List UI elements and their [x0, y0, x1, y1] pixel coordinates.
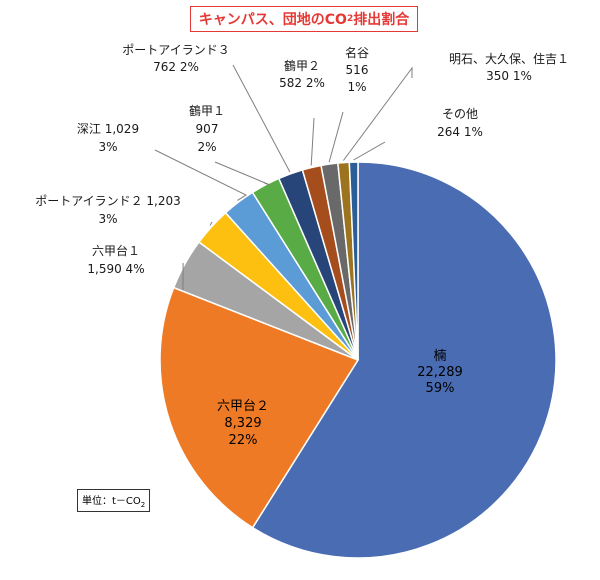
slice-label-8: 名谷 516 1%	[345, 45, 369, 94]
slice-label-4-line-1: 3%	[98, 140, 117, 154]
slice-label-8-line-2: 1%	[347, 80, 366, 94]
slice-label-10: その他 264 1%	[437, 107, 483, 139]
pie-slices	[159, 161, 557, 559]
slice-label-0-line-0: 楠	[433, 349, 446, 364]
leader-line-6	[232, 64, 291, 173]
slice-label-1-line-1: 8,329	[224, 416, 261, 431]
leader-line-9	[342, 66, 413, 161]
leader-line-4	[154, 149, 248, 201]
leader-line-10	[353, 141, 386, 161]
slice-label-9-line-0: 明石、大久保、住吉１	[449, 52, 569, 66]
slice-labels: 楠 22,289 59% 六甲台２ 8,329 22% 六甲台１ 1,590 4% ポートアイラ…	[35, 43, 569, 448]
slice-label-0-line-2: 59%	[426, 381, 455, 396]
unit-label-sub: 2	[140, 501, 146, 509]
pie-slice-1	[159, 286, 360, 529]
slice-label-2: 六甲台１ 1,590 4%	[87, 243, 144, 276]
slice-label-10-line-0: その他	[442, 107, 478, 121]
slice-label-7-line-1: 582 2%	[279, 76, 325, 90]
slice-label-2-line-1: 1,590 4%	[87, 262, 144, 276]
slice-label-9: 明石、大久保、住吉１ 350 1%	[449, 52, 569, 83]
slice-label-0-line-1: 22,289	[417, 365, 463, 380]
chart-title-post: 排出割合	[353, 12, 410, 28]
leader-lines	[154, 64, 413, 291]
slice-label-6-line-1: 762 2%	[153, 60, 199, 74]
leader-line-7	[310, 117, 315, 166]
slice-label-10-line-1: 264 1%	[437, 125, 483, 139]
slice-label-3: ポートアイランド２ 1,203 3%	[35, 194, 181, 226]
leader-line-8	[328, 111, 344, 163]
slice-label-3-line-0: ポートアイランド２ 1,203	[35, 194, 181, 208]
slice-label-0: 楠 22,289 59%	[417, 349, 463, 396]
slice-label-5-line-2: 2%	[197, 140, 216, 154]
slice-label-4: 深江 1,029 3%	[77, 122, 139, 154]
slice-label-8-line-0: 名谷	[345, 45, 369, 60]
slice-label-5: 鶴甲１ 907 2%	[189, 103, 225, 154]
slice-label-2-line-0: 六甲台１	[92, 243, 140, 258]
chart-title-pre: キャンパス、団地のCO	[198, 12, 347, 28]
slice-label-9-line-1: 350 1%	[486, 69, 532, 83]
slice-label-6-line-0: ポートアイランド３	[122, 43, 229, 57]
chart-title: キャンパス、団地のCO 2 排出割合	[190, 6, 418, 32]
pie-slice-10	[348, 161, 359, 361]
chart-title-sub: 2	[346, 14, 354, 24]
slice-label-5-line-1: 907	[196, 122, 219, 136]
slice-label-1-line-0: 六甲台２	[217, 399, 269, 414]
slice-label-5-line-0: 鶴甲１	[189, 103, 225, 118]
slice-label-1: 六甲台２ 8,329 22%	[217, 399, 269, 448]
leader-line-5	[214, 161, 271, 186]
slice-label-7: 鶴甲２ 582 2%	[279, 58, 325, 90]
unit-label-pre: 単位：t－CO	[82, 496, 141, 507]
unit-label: 単位：t－CO2	[77, 489, 151, 512]
leader-line-3	[209, 221, 213, 226]
slice-label-3-line-1: 3%	[98, 212, 117, 226]
slice-label-1-line-2: 22%	[229, 433, 258, 448]
pie-slice-0	[251, 161, 557, 559]
slice-label-4-line-0: 深江 1,029	[77, 122, 139, 136]
slice-label-6: ポートアイランド３ 762 2%	[122, 43, 229, 74]
slice-label-7-line-0: 鶴甲２	[284, 58, 320, 73]
slice-label-8-line-1: 516	[346, 63, 369, 77]
